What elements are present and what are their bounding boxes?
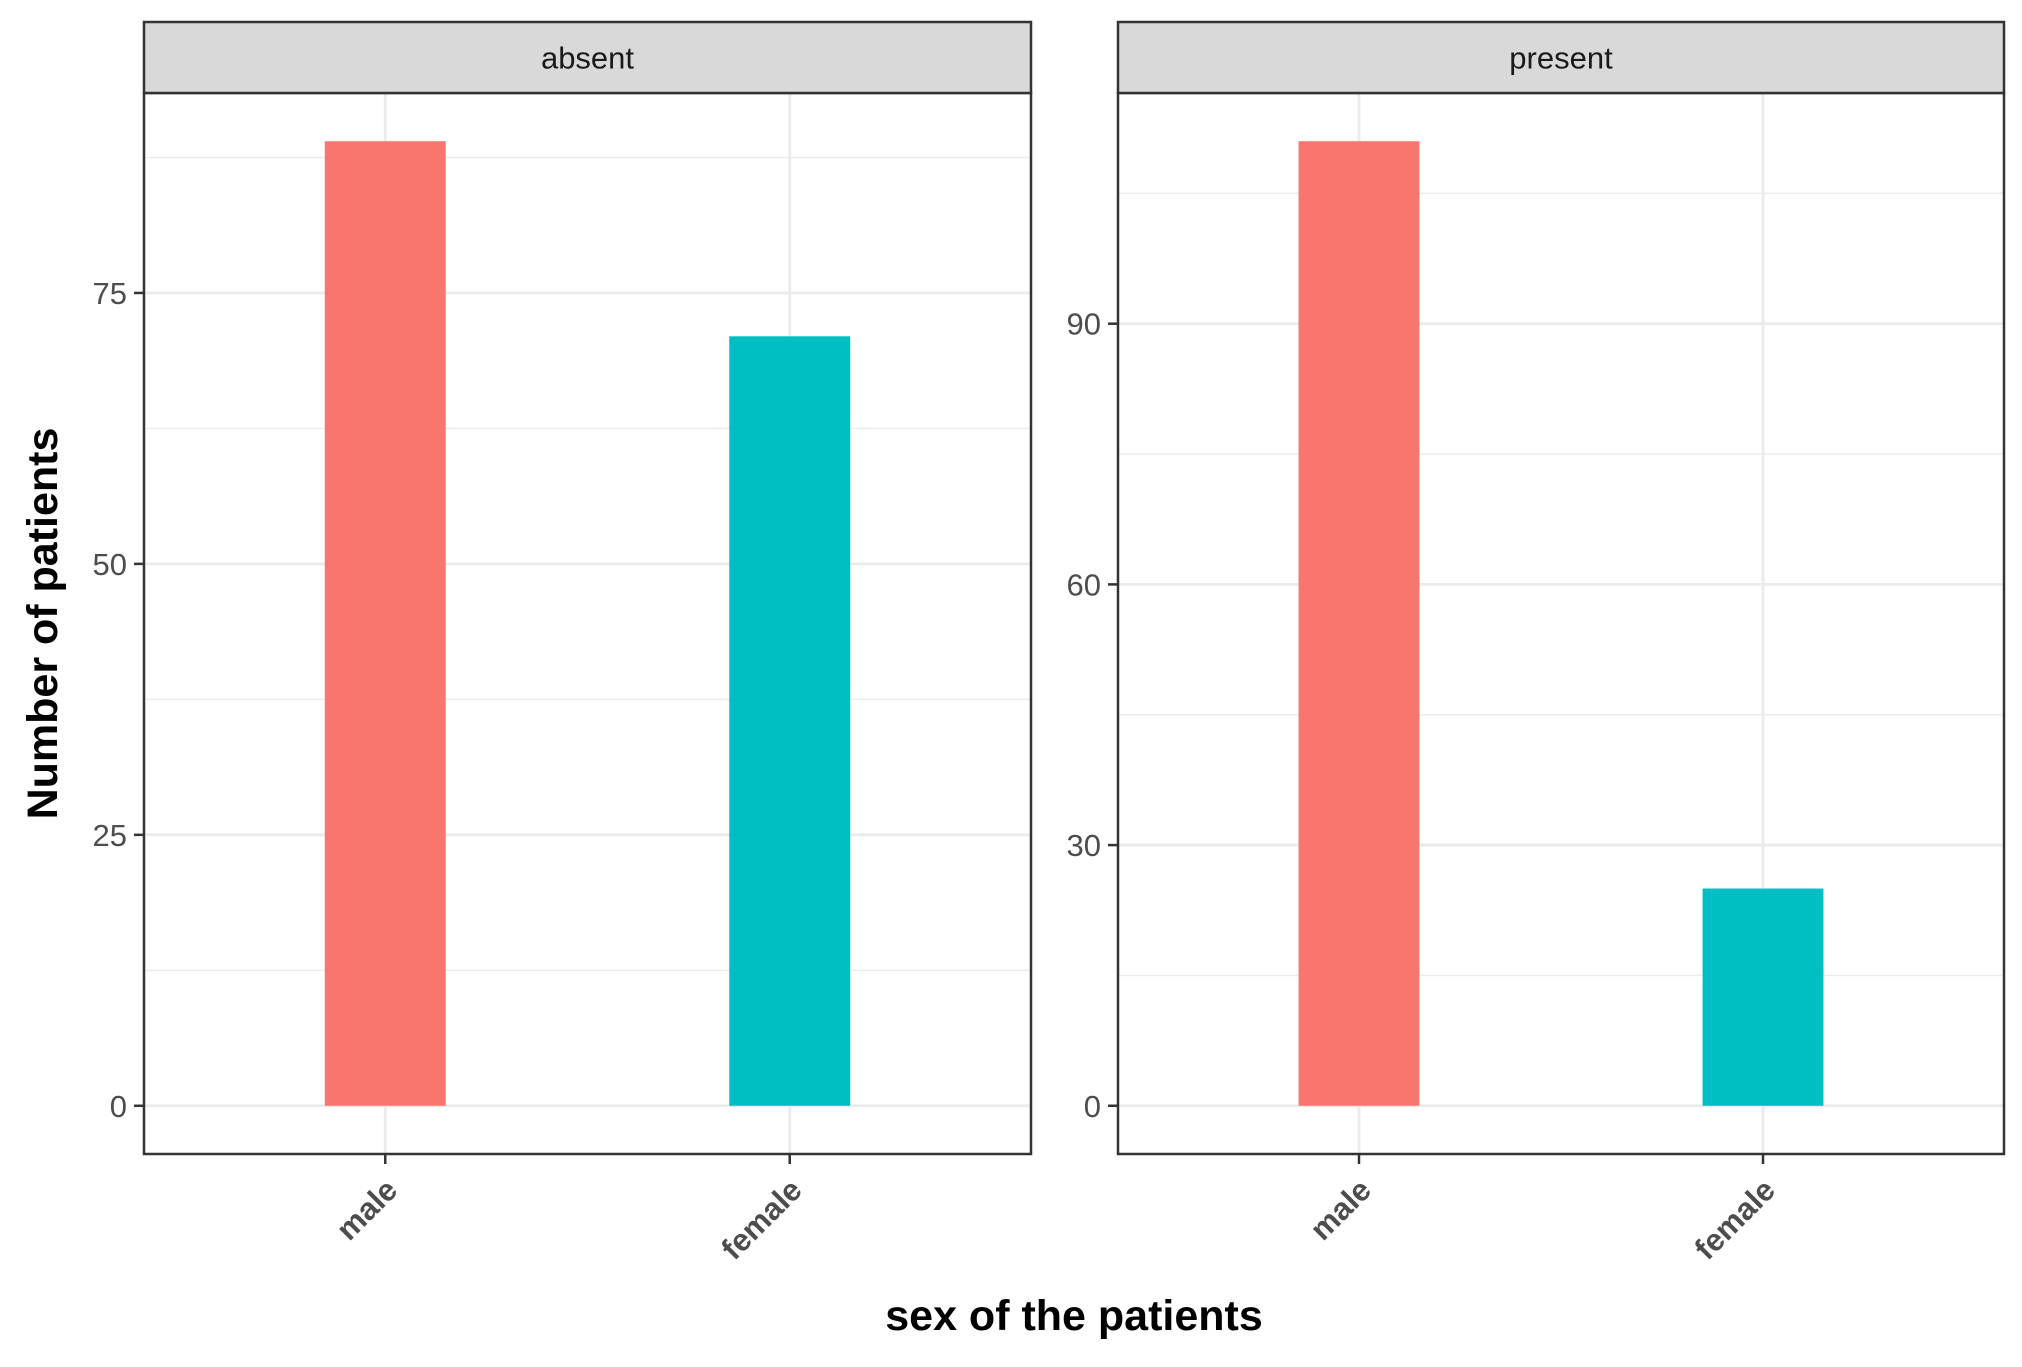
- panel-absent-bar-female: [729, 336, 851, 1106]
- panel-present-strip: [1116, 20, 2006, 95]
- panel-present-y-tick-label: 0: [1084, 1089, 1101, 1124]
- panel-absent-y-tick-label: 0: [110, 1089, 127, 1124]
- panel-absent-y-tick-label: 75: [93, 276, 127, 311]
- panel-present-x-tick-label: female: [1688, 1172, 1782, 1266]
- panel-present-strip-label: present: [1509, 41, 1613, 76]
- panel-present-bar-female: [1702, 888, 1824, 1106]
- panel-absent-y-tick-label: 50: [93, 547, 127, 582]
- panel-absent-y-tick-label: 25: [93, 818, 127, 853]
- y-axis-title: Number of patients: [19, 428, 67, 820]
- panel-absent-x-tick-label: female: [714, 1172, 808, 1266]
- x-axis-title: sex of the patients: [885, 1292, 1263, 1340]
- panel-absent-x-tick-label: male: [329, 1172, 404, 1247]
- panel-present-y-tick-label: 90: [1067, 307, 1101, 342]
- panel-present-background: [1118, 93, 2004, 1154]
- panel-absent-bar-male: [324, 141, 446, 1106]
- panel-present-y-tick-label: 30: [1067, 828, 1101, 863]
- panel-present-x-tick-label: male: [1303, 1172, 1378, 1247]
- panel-absent-strip: [142, 20, 1033, 95]
- panel-absent-background: [144, 93, 1031, 1154]
- panel-absent-strip-label: absent: [541, 41, 634, 76]
- panel-present-y-tick-label: 60: [1067, 567, 1101, 602]
- panel-present-bar-male: [1298, 141, 1420, 1106]
